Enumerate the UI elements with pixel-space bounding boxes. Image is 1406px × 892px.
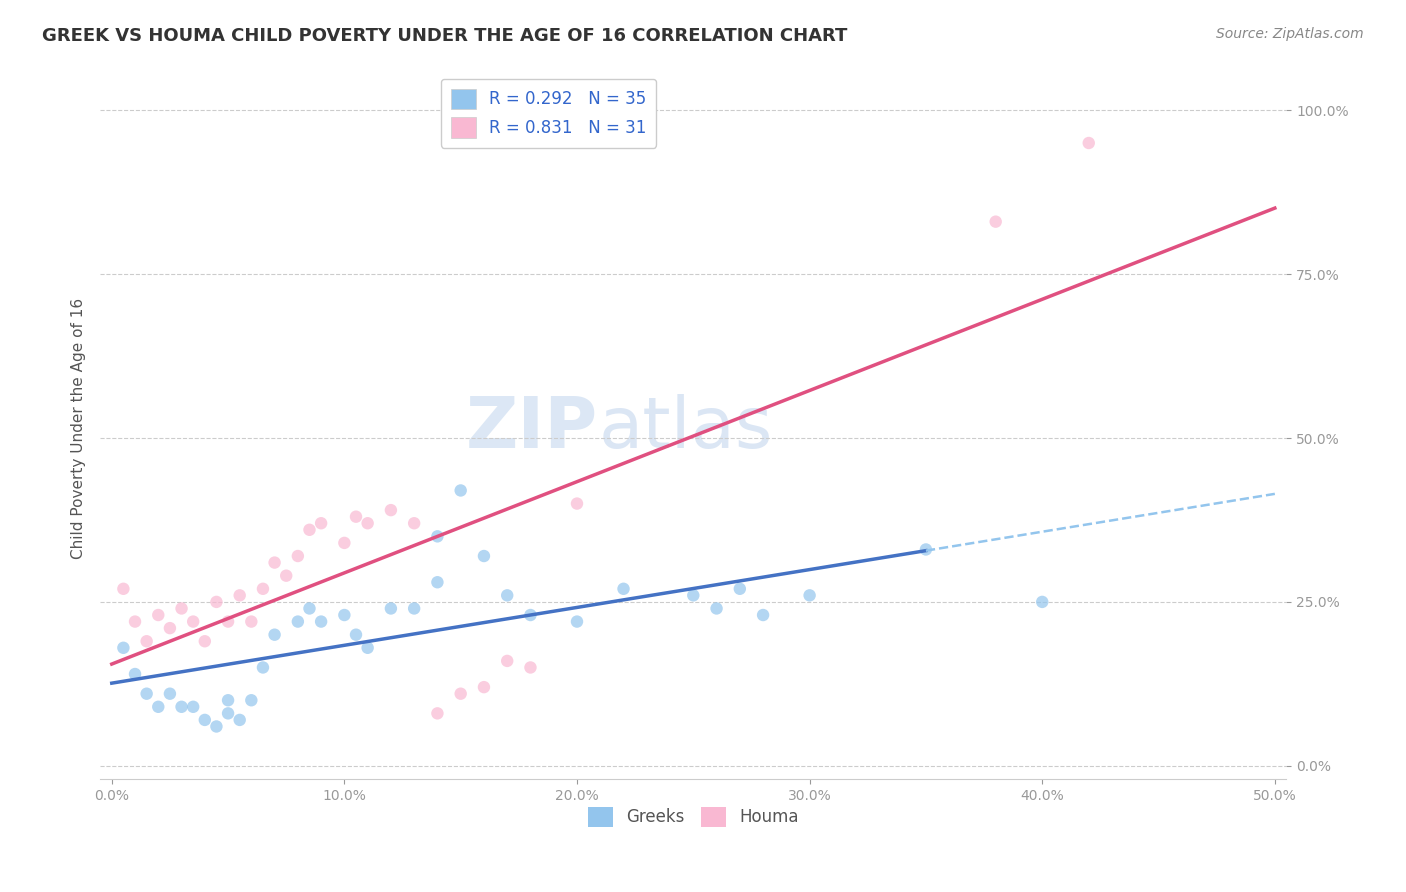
Point bbox=[752, 607, 775, 622]
Point bbox=[159, 687, 181, 701]
Point bbox=[181, 615, 204, 629]
Point bbox=[217, 615, 239, 629]
Point bbox=[240, 693, 263, 707]
Point bbox=[728, 582, 751, 596]
Point bbox=[228, 713, 250, 727]
Point bbox=[404, 516, 426, 531]
Point bbox=[450, 483, 472, 498]
Text: Source: ZipAtlas.com: Source: ZipAtlas.com bbox=[1216, 27, 1364, 41]
Point bbox=[1077, 136, 1099, 150]
Point bbox=[309, 516, 332, 531]
Point bbox=[287, 615, 309, 629]
Point bbox=[344, 628, 367, 642]
Point bbox=[426, 529, 449, 543]
Point bbox=[356, 516, 378, 531]
Point bbox=[426, 706, 449, 721]
Y-axis label: Child Poverty Under the Age of 16: Child Poverty Under the Age of 16 bbox=[72, 298, 86, 558]
Point bbox=[472, 680, 495, 694]
Point bbox=[496, 588, 519, 602]
Point bbox=[135, 634, 157, 648]
Point bbox=[159, 621, 181, 635]
Text: atlas: atlas bbox=[599, 393, 773, 463]
Point bbox=[124, 667, 146, 681]
Point bbox=[217, 706, 239, 721]
Point bbox=[472, 549, 495, 563]
Point bbox=[565, 615, 588, 629]
Point bbox=[263, 556, 285, 570]
Point bbox=[333, 536, 356, 550]
Point bbox=[124, 615, 146, 629]
Point bbox=[194, 634, 217, 648]
Point bbox=[205, 719, 228, 733]
Point bbox=[276, 568, 298, 582]
Point bbox=[706, 601, 728, 615]
Point bbox=[112, 640, 135, 655]
Point bbox=[298, 601, 321, 615]
Point bbox=[287, 549, 309, 563]
Point bbox=[682, 588, 704, 602]
Point bbox=[135, 687, 157, 701]
Point bbox=[519, 660, 541, 674]
Point bbox=[309, 615, 332, 629]
Point bbox=[565, 497, 588, 511]
Point bbox=[519, 607, 541, 622]
Point bbox=[263, 628, 285, 642]
Point bbox=[984, 215, 1007, 229]
Point bbox=[217, 693, 239, 707]
Point bbox=[612, 582, 634, 596]
Point bbox=[426, 575, 449, 590]
Point bbox=[915, 542, 938, 557]
Point bbox=[380, 601, 402, 615]
Point bbox=[148, 699, 170, 714]
Point bbox=[298, 523, 321, 537]
Point bbox=[333, 607, 356, 622]
Point bbox=[240, 615, 263, 629]
Text: GREEK VS HOUMA CHILD POVERTY UNDER THE AGE OF 16 CORRELATION CHART: GREEK VS HOUMA CHILD POVERTY UNDER THE A… bbox=[42, 27, 848, 45]
Point bbox=[496, 654, 519, 668]
Point bbox=[450, 687, 472, 701]
Point bbox=[344, 509, 367, 524]
Legend: Greeks, Houma: Greeks, Houma bbox=[581, 800, 806, 834]
Point bbox=[148, 607, 170, 622]
Point bbox=[194, 713, 217, 727]
Point bbox=[252, 660, 274, 674]
Point bbox=[112, 582, 135, 596]
Point bbox=[404, 601, 426, 615]
Point bbox=[380, 503, 402, 517]
Point bbox=[170, 699, 193, 714]
Point bbox=[1031, 595, 1053, 609]
Text: ZIP: ZIP bbox=[467, 393, 599, 463]
Point bbox=[205, 595, 228, 609]
Point bbox=[356, 640, 378, 655]
Point bbox=[170, 601, 193, 615]
Point bbox=[252, 582, 274, 596]
Point bbox=[181, 699, 204, 714]
Point bbox=[799, 588, 821, 602]
Point bbox=[228, 588, 250, 602]
